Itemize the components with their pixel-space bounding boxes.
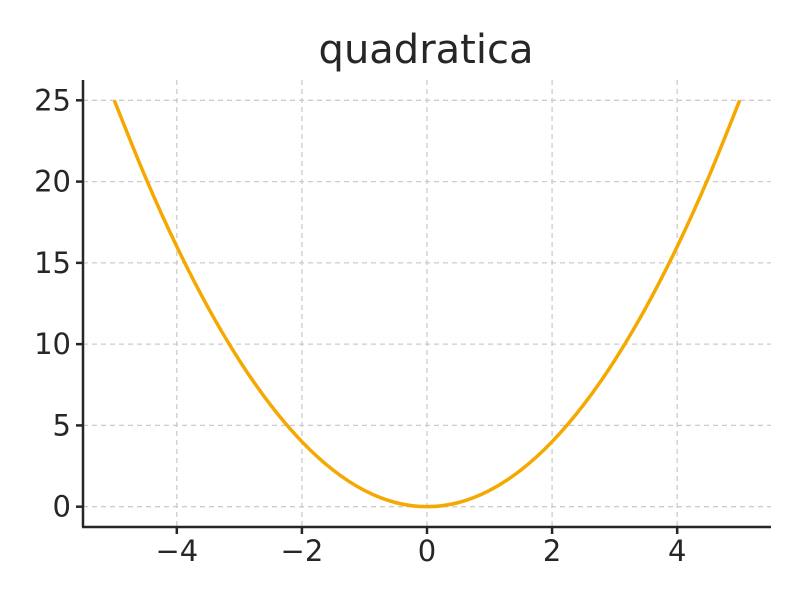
series-line-0 [112, 99, 742, 509]
y-tick-label: 20 [34, 165, 71, 199]
x-tick-label: −4 [155, 534, 198, 568]
y-tick-label: 5 [53, 408, 71, 442]
y-tick-label: 25 [34, 83, 71, 117]
x-tick-label: 2 [543, 534, 561, 568]
x-tick-label: 0 [418, 534, 436, 568]
y-tick-label: 15 [34, 246, 71, 280]
y-tick-label: 0 [53, 490, 71, 524]
grid [83, 80, 771, 527]
y-ticks: 0 5 10 15 20 25 [34, 83, 83, 524]
chart-title: quadratica [319, 27, 534, 73]
series-layer [112, 99, 742, 509]
x-tick-label: 4 [668, 534, 686, 568]
x-ticks: −4 −2 0 2 4 [155, 527, 686, 568]
x-tick-label: −2 [281, 534, 324, 568]
y-tick-label: 10 [34, 327, 71, 361]
